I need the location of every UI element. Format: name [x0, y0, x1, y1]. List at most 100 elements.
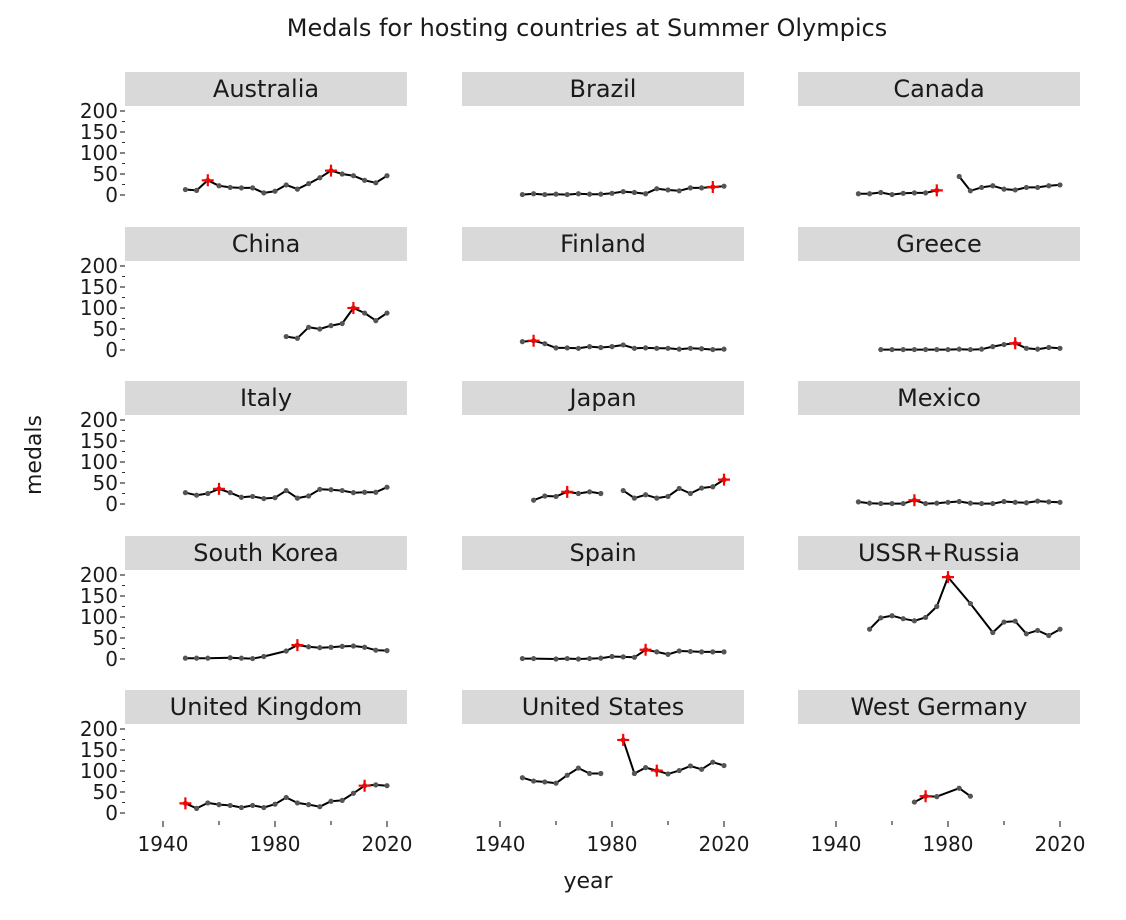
data-point	[542, 191, 548, 198]
data-point	[631, 770, 638, 777]
data-point	[373, 647, 379, 653]
y-tick-label: 50	[93, 626, 118, 650]
y-tick-label: 0	[105, 338, 118, 362]
data-point	[227, 802, 233, 809]
x-tick-label: 1940	[475, 832, 526, 856]
data-point	[261, 653, 267, 660]
data-point	[967, 793, 974, 799]
data-point	[564, 772, 570, 778]
data-point	[227, 655, 233, 661]
panel-strip-label: Finland	[560, 230, 646, 258]
data-point	[878, 615, 884, 621]
data-point	[1012, 499, 1018, 505]
data-point	[710, 649, 716, 655]
data-point	[721, 183, 727, 189]
host-year-marker	[291, 639, 304, 652]
data-point	[956, 173, 962, 180]
data-point	[564, 191, 570, 198]
panel-strip-label: Australia	[213, 75, 319, 103]
data-point	[889, 191, 895, 198]
panel-greece: Greece	[798, 227, 1080, 353]
data-point	[923, 500, 929, 507]
data-point	[676, 648, 682, 654]
data-point	[643, 765, 649, 771]
data-point	[531, 497, 537, 503]
data-point	[587, 770, 593, 777]
data-point	[317, 804, 323, 810]
y-tick-label: 0	[105, 801, 118, 825]
data-point	[631, 654, 638, 660]
host-year-marker	[930, 184, 943, 197]
data-point	[598, 191, 604, 197]
data-point	[654, 649, 660, 655]
panel-mexico: Mexico	[798, 381, 1080, 507]
data-point	[1046, 183, 1052, 189]
data-point	[261, 495, 267, 502]
series-line	[868, 576, 1061, 637]
x-tick-label: 1980	[250, 832, 301, 856]
data-point	[923, 346, 929, 353]
data-point	[900, 616, 906, 622]
panel-strip	[125, 227, 407, 261]
data-point	[575, 490, 582, 497]
data-point	[542, 341, 548, 347]
data-point	[676, 188, 682, 194]
panel-strip-label: United States	[522, 693, 685, 721]
data-point	[553, 780, 559, 786]
data-point	[710, 759, 716, 765]
data-point	[306, 181, 312, 187]
y-tick-label: 100	[80, 605, 118, 629]
x-tick-label: 2020	[1035, 832, 1086, 856]
data-point	[620, 342, 626, 348]
data-point	[1046, 344, 1052, 351]
panel-strip	[462, 536, 744, 570]
data-point	[182, 186, 188, 193]
data-point	[1046, 499, 1052, 505]
data-point	[328, 487, 334, 493]
y-axis-title: medals	[22, 415, 47, 495]
panel-strip-label: Italy	[240, 384, 292, 412]
data-point	[542, 779, 548, 785]
data-point	[665, 345, 671, 351]
data-point	[956, 498, 962, 505]
data-point	[238, 494, 244, 500]
data-point	[362, 644, 368, 650]
data-point	[687, 490, 694, 497]
data-point	[194, 805, 200, 811]
data-point	[384, 783, 390, 789]
data-point	[1057, 182, 1063, 188]
data-point	[294, 800, 300, 806]
data-point	[194, 187, 200, 193]
data-point	[934, 346, 940, 353]
data-point	[362, 310, 368, 316]
data-point	[945, 346, 951, 353]
data-point	[923, 614, 929, 621]
data-point	[1046, 632, 1052, 639]
data-point	[587, 344, 593, 350]
panel-united-states: United States 1940 1980 2020	[462, 690, 749, 856]
panel-strip-label: Brazil	[570, 75, 637, 103]
data-point	[979, 184, 985, 191]
data-point	[878, 189, 884, 196]
data-point	[676, 346, 682, 352]
panel-strip-label: Spain	[569, 539, 636, 567]
data-point	[294, 495, 300, 501]
host-year-marker	[919, 790, 932, 803]
data-point	[306, 802, 312, 808]
data-point	[609, 653, 615, 660]
data-point	[283, 648, 289, 654]
panel-strip-label: United Kingdom	[170, 693, 363, 721]
host-year-marker	[718, 473, 730, 486]
data-point	[328, 798, 334, 804]
data-point	[575, 656, 582, 662]
data-point	[687, 648, 694, 655]
data-point	[339, 797, 345, 804]
data-point	[654, 345, 660, 351]
data-point	[665, 651, 671, 657]
series-line	[522, 739, 725, 785]
data-point	[855, 191, 862, 197]
host-year-marker	[561, 485, 574, 498]
data-point	[889, 346, 895, 353]
